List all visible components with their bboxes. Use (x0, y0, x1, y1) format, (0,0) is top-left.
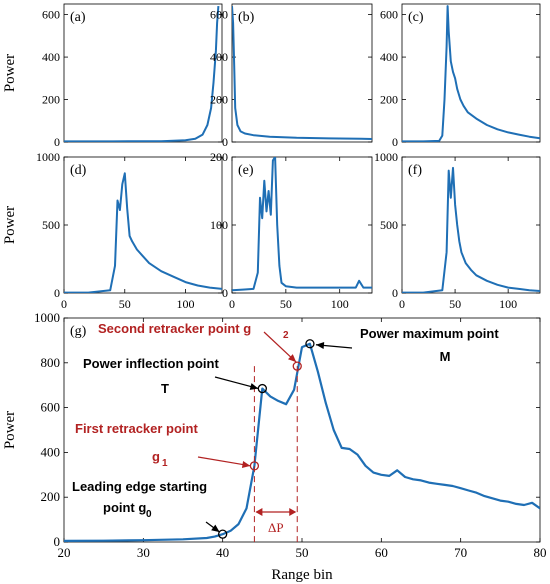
annotation-inflection: Power inflection point (83, 356, 219, 371)
y-tick-label: 600 (210, 8, 228, 22)
y-tick-label: 500 (380, 218, 398, 232)
panel-label: (a) (70, 10, 86, 25)
y-tick-label: 600 (42, 8, 60, 22)
axes-frame (63, 156, 223, 294)
x-tick-label: 40 (216, 545, 229, 560)
annotation-leading-edge: Leading edge starting (72, 479, 207, 494)
y-tick-label: 800 (41, 355, 61, 370)
key-point-marker (305, 339, 315, 349)
subscript: 2 (283, 330, 289, 341)
annotation-leading-edge-2: point g (103, 500, 146, 515)
panel-label: (c) (408, 10, 424, 25)
panel-label: (g) (70, 324, 87, 339)
panel-d: 0 500 1000 0 50 100 (d) Power (2, 150, 223, 311)
y-tick-label: 0 (222, 135, 228, 149)
delta-arrow-head-right (289, 508, 297, 516)
y-tick-label: 0 (54, 286, 60, 300)
y-tick-label: 0 (392, 286, 398, 300)
retracker-point-marker (292, 361, 302, 371)
y-axis-label: Power (2, 206, 18, 244)
annotation-first-retracker-2: g (152, 449, 160, 464)
panel-label: (b) (238, 10, 255, 25)
y-tick-label: 400 (380, 50, 398, 64)
waveform-line (402, 166, 540, 293)
first-retracker-arrow-head (241, 461, 251, 468)
panel-label: (f) (408, 163, 422, 178)
annotation-maximum: Power maximum point (360, 326, 499, 341)
second-retracker-arrow-head (288, 354, 297, 363)
x-tick-label: 0 (229, 297, 235, 311)
subscript: 1 (162, 458, 168, 469)
y-tick-label: 500 (42, 218, 60, 232)
x-axis-label: Range bin (271, 567, 333, 583)
x-tick-label: 50 (296, 545, 309, 560)
x-tick-label: 60 (375, 545, 388, 560)
x-tick-label: 30 (137, 545, 150, 560)
y-tick-label: 1000 (34, 310, 60, 325)
y-axis-label: Power (2, 54, 18, 92)
x-tick-label: 100 (177, 297, 195, 311)
annotation-first-retracker: First retracker point (75, 421, 198, 436)
panel-f: 0 500 1000 0 50 100 (f) (374, 150, 541, 311)
y-tick-label: 400 (210, 50, 228, 64)
annotation-maximum-2: M (440, 349, 451, 364)
y-tick-label: 0 (54, 135, 60, 149)
y-tick-label: 600 (41, 400, 61, 415)
y-tick-label: 200 (380, 93, 398, 107)
panel-e: 0 100 200 0 50 100 (e) (210, 150, 373, 311)
annotation-second-retracker: Second retracker point g (98, 321, 251, 336)
x-tick-label: 50 (280, 297, 292, 311)
x-tick-label: 0 (399, 297, 405, 311)
y-tick-label: 200 (41, 489, 61, 504)
annotation-inflection-2: T (161, 381, 169, 396)
x-tick-label: 70 (454, 545, 467, 560)
panel-a: 0 200 400 600 (a) Power (2, 3, 223, 149)
axes-frame (231, 3, 373, 143)
y-tick-label: 0 (392, 135, 398, 149)
waveform-line (64, 6, 220, 142)
waveform-line (64, 172, 222, 293)
subscript: 0 (146, 509, 152, 520)
panel-c: 0 200 400 600 (c) (380, 3, 541, 149)
key-point-marker (218, 529, 228, 539)
x-tick-label: 50 (449, 297, 461, 311)
axes-frame (401, 156, 541, 294)
x-tick-label: 100 (331, 297, 349, 311)
x-tick-label: 50 (119, 297, 131, 311)
panel-b: 0 200 400 600 (b) (210, 3, 373, 149)
waveform-line (232, 6, 372, 140)
axes-frame (401, 3, 541, 143)
y-tick-label: 1000 (36, 150, 60, 164)
leading-edge-arrow-head (211, 524, 220, 533)
waveform-line (232, 157, 372, 292)
y-tick-label: 400 (41, 444, 61, 459)
waveform-line (64, 342, 540, 542)
axes-frame (63, 3, 223, 143)
y-tick-label: 200 (42, 93, 60, 107)
y-tick-label: 0 (222, 286, 228, 300)
y-tick-label: 100 (210, 218, 228, 232)
x-tick-label: 0 (61, 297, 67, 311)
x-tick-label: 80 (534, 545, 547, 560)
y-tick-label: 400 (42, 50, 60, 64)
panel-label: (d) (70, 163, 87, 178)
delta-arrow-head-left (255, 508, 263, 516)
y-axis-label: Power (2, 411, 18, 449)
x-tick-label: 20 (58, 545, 71, 560)
inflection-arrow-head (249, 383, 259, 390)
delta-p-label: ΔP (268, 520, 284, 535)
waveform-line (402, 5, 540, 142)
maximum-arrow-head (315, 341, 325, 349)
y-tick-label: 200 (210, 150, 228, 164)
panel-label: (e) (238, 163, 254, 178)
first-retracker-arrow (197, 456, 251, 467)
y-tick-label: 0 (54, 534, 61, 549)
x-tick-label: 100 (499, 297, 517, 311)
y-tick-label: 200 (210, 93, 228, 107)
y-tick-label: 600 (380, 8, 398, 22)
y-tick-label: 1000 (374, 150, 398, 164)
